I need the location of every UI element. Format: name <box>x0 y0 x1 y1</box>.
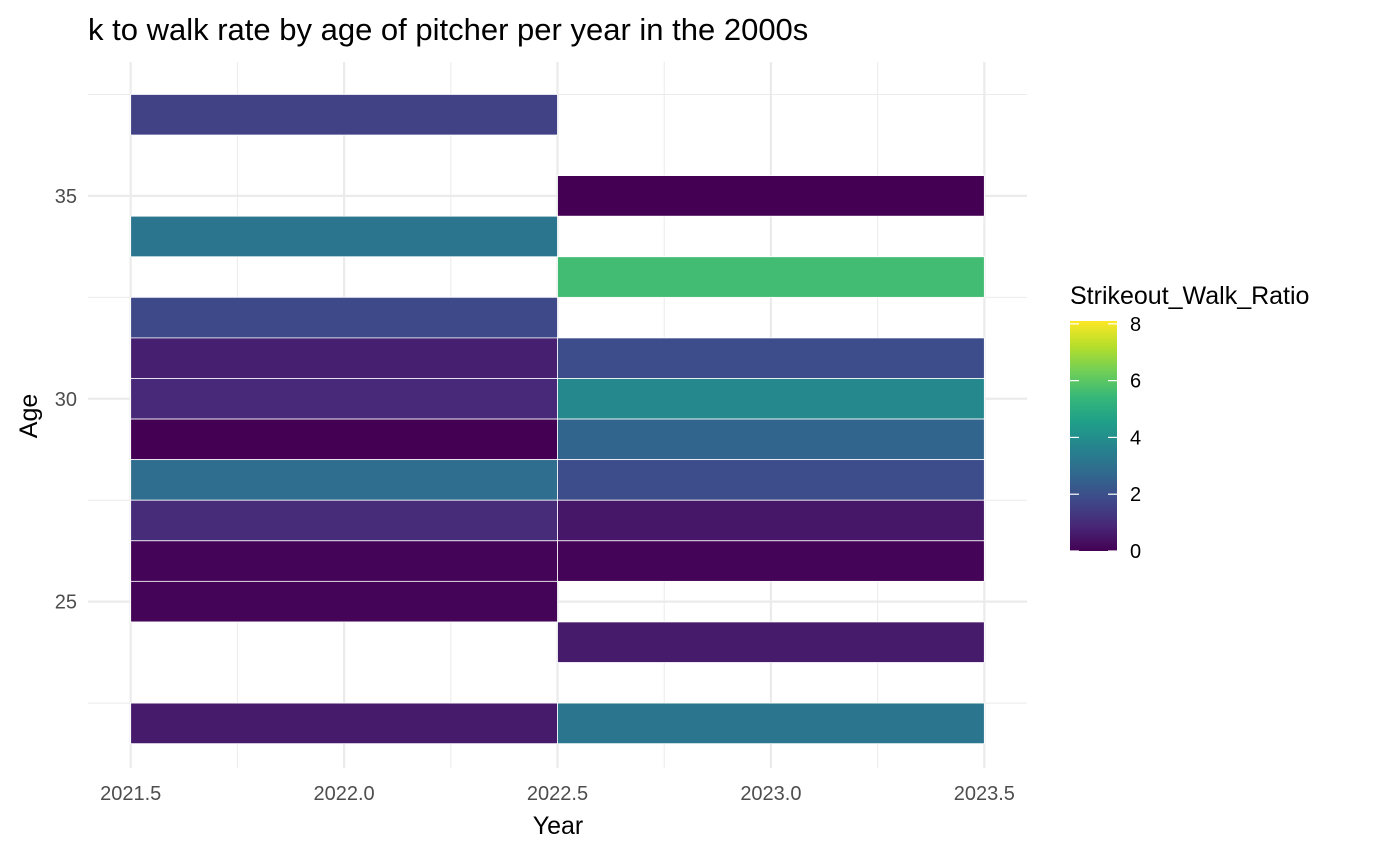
heatmap-cell-2022-age-26 <box>130 540 558 582</box>
heatmap-cells <box>130 94 985 745</box>
heatmap-cell-2022-age-22 <box>130 702 558 745</box>
y-axis-ticks: 25 30 35 <box>55 186 77 614</box>
x-tick-label: 2021.5 <box>100 783 161 805</box>
heatmap-cell-2023-age-33 <box>557 256 985 298</box>
heatmap-cell-2022-age-28 <box>130 459 558 501</box>
x-tick-label: 2022.5 <box>527 783 588 805</box>
x-axis-ticks: 2021.5 2022.0 2022.5 2023.0 2023.5 <box>100 783 1015 805</box>
chart-title: k to walk rate by age of pitcher per yea… <box>88 12 808 47</box>
color-legend: Strikeout_Walk_Ratio 0 2 4 6 8 <box>1070 282 1309 563</box>
y-axis-title: Age <box>15 394 43 438</box>
heatmap-cell-2023-age-26 <box>557 540 985 582</box>
heatmap-cell-2022-age-27 <box>130 499 558 542</box>
y-tick-label: 35 <box>55 186 77 208</box>
heatmap-cell-2022-age-31 <box>130 337 558 379</box>
heatmap-cell-2022-age-37 <box>130 94 558 136</box>
heatmap-cell-2023-age-24 <box>557 621 985 663</box>
heatmap-cell-2023-age-22 <box>557 702 985 745</box>
heatmap-cell-2022-age-34 <box>130 215 558 258</box>
heatmap-cell-2023-age-35 <box>557 175 985 217</box>
heatmap-cell-2023-age-27 <box>557 499 985 542</box>
legend-tick-label: 8 <box>1130 314 1141 336</box>
x-tick-label: 2022.0 <box>314 783 375 805</box>
heatmap-cell-2023-age-31 <box>557 337 985 379</box>
heatmap-cell-2023-age-28 <box>557 459 985 501</box>
y-tick-label: 30 <box>55 389 77 411</box>
heatmap-cell-2022-age-32 <box>130 296 558 339</box>
legend-tick-label: 6 <box>1130 371 1141 393</box>
heatmap-cell-2023-age-30 <box>557 378 985 420</box>
heatmap-cell-2022-age-25 <box>130 580 558 623</box>
legend-ticks: 0 2 4 6 8 <box>1070 314 1141 563</box>
x-tick-label: 2023.5 <box>954 783 1015 805</box>
x-axis-title: Year <box>533 812 584 840</box>
legend-tick-label: 0 <box>1130 541 1141 563</box>
x-tick-label: 2023.0 <box>740 783 801 805</box>
y-tick-label: 25 <box>55 592 77 614</box>
heatmap-cell-2022-age-30 <box>130 378 558 420</box>
legend-tick-label: 2 <box>1130 484 1141 506</box>
legend-colorbar <box>1070 321 1117 551</box>
heatmap-cell-2022-age-29 <box>130 418 558 461</box>
legend-tick-label: 4 <box>1130 427 1141 449</box>
legend-title: Strikeout_Walk_Ratio <box>1070 282 1309 310</box>
heatmap-cell-2023-age-29 <box>557 418 985 461</box>
